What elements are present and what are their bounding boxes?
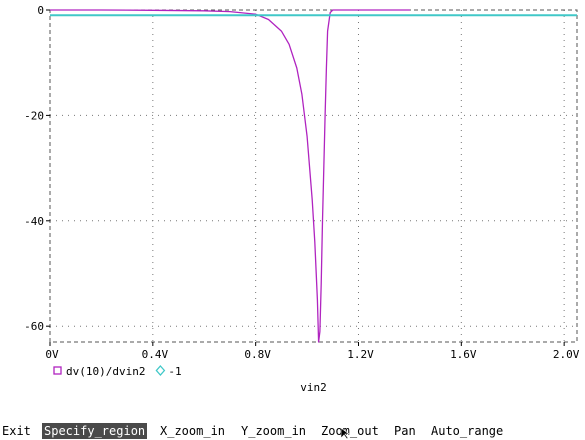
x-tick-label: 0V [45,348,59,361]
legend-entry-1: -1 [168,365,181,378]
x-tick-label: 0.4V [142,348,169,361]
menu-x-zoom-in[interactable]: X_zoom_in [160,424,226,438]
y-tick-label: -40 [24,215,44,228]
legend-entry-0: dv(10)/dvin2 [66,365,145,378]
probe-plot[interactable]: 0V 0.4V 0.8V 1.2V 1.6V 2.0V 0 -20 -40 -60 dv(10)/d… [0,0,585,420]
menu-auto-range[interactable]: Auto_range [431,424,504,438]
x-tick-label: 1.2V [347,348,374,361]
y-tick-label: -20 [24,109,44,122]
plot-frame [49,9,578,343]
menu-exit[interactable]: Exit [2,424,31,438]
mouse-pointer-icon [341,428,350,440]
legend-marker-diamond [155,365,166,376]
y-tick-label: 0 [37,4,44,17]
menu-zoom-out[interactable]: Zoom_out [321,424,379,438]
x-tick-label: 1.6V [450,348,477,361]
x-axis-title: vin2 [300,381,327,394]
y-tick-label: -60 [24,320,44,333]
x-tick-label: 2.0V [553,348,580,361]
series-line-0 [50,9,410,343]
menu-y-zoom-in[interactable]: Y_zoom_in [241,424,307,438]
x-tick-label: 0.8V [244,348,271,361]
menu-pan[interactable]: Pan [394,424,416,438]
legend-marker-square [53,366,62,375]
menu-specify-region[interactable]: Specify_region [42,423,148,439]
